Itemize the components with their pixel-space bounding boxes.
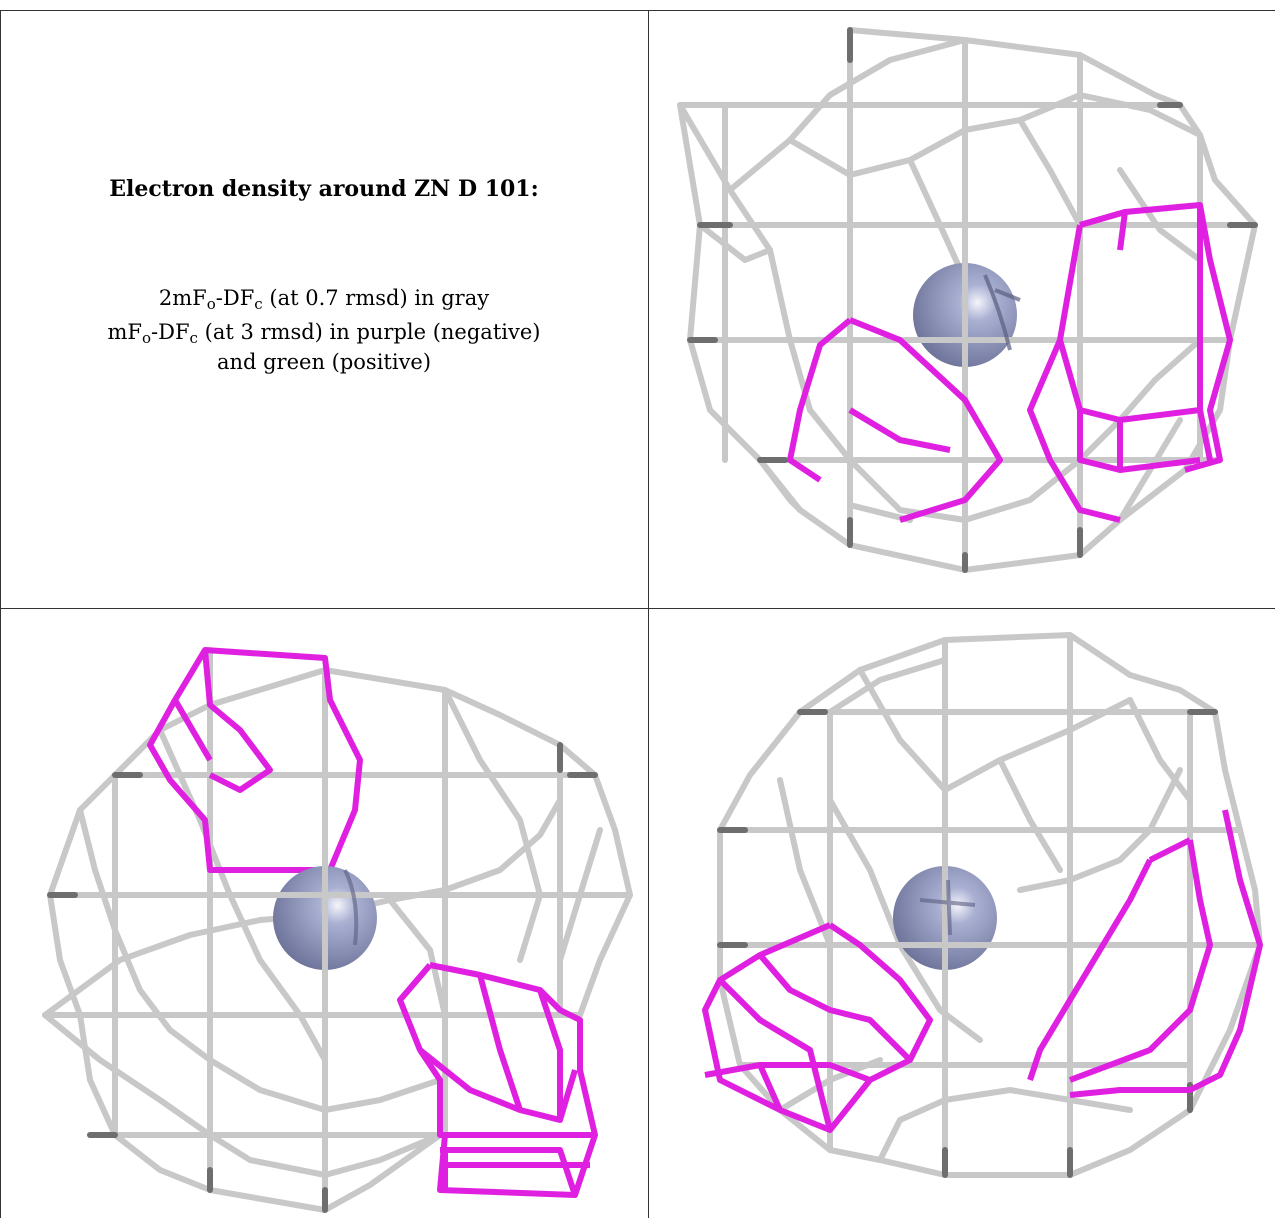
caption-line-gray: 2mFo-DFc (at 0.7 rmsd) in gray <box>158 286 490 313</box>
zinc-sphere-shadow-lines <box>343 869 359 946</box>
gray-mesh-2-front <box>273 866 377 970</box>
table-middle-border <box>0 608 1275 609</box>
table-left-border <box>0 10 1 1218</box>
caption-title: Electron density around ZN D 101: <box>109 176 539 202</box>
density-view-bottom-right <box>702 632 1263 1178</box>
caption-cell: Electron density around ZN D 101: 2mFo-D… <box>0 0 648 608</box>
negative-mesh-3 <box>702 809 1263 1133</box>
table-top-border <box>0 10 1275 11</box>
zinc-sphere-shadow-lines <box>983 274 1021 351</box>
negative-mesh-1 <box>787 202 1233 523</box>
gray-mesh-1-front <box>913 263 1017 367</box>
negative-mesh-2 <box>147 647 598 1198</box>
gray-mesh-2-shade <box>47 742 598 1213</box>
table-center-border <box>648 10 649 1218</box>
density-view-bottom-left <box>42 647 633 1213</box>
gray-mesh-3-shade <box>717 709 1218 1178</box>
caption-line-green: and green (positive) <box>216 350 432 374</box>
caption-line-purple: mFo-DFc (at 3 rmsd) in purple (negative) <box>107 320 541 347</box>
gray-mesh-1-shade <box>687 27 1258 573</box>
gray-mesh-2 <box>42 647 633 1213</box>
density-view-top-right <box>677 27 1258 573</box>
gray-mesh-3-front <box>893 866 997 970</box>
zinc-sphere-shadow-lines <box>919 879 976 936</box>
